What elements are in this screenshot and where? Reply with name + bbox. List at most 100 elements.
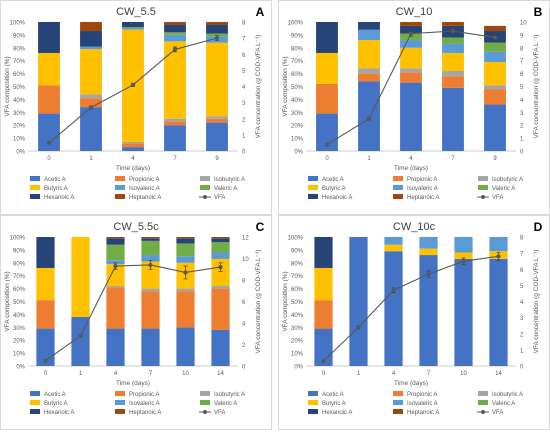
bar-segment-isovaleric-a (400, 40, 422, 48)
x-tick-label: 9 (493, 156, 497, 162)
y-tick-label: 20% (291, 339, 304, 345)
y-tick-label: 90% (291, 248, 304, 254)
legend-label: Heptanoic A (129, 410, 161, 416)
y-tick-label: 100% (288, 236, 304, 242)
y2-tick-label: 10 (242, 257, 249, 263)
bar-segment-isovaleric-a (164, 34, 186, 42)
y-tick-label: 10% (13, 137, 26, 143)
bar-segment-acetic-a (442, 87, 464, 151)
bar-segment-acetic-a (80, 107, 102, 151)
x-tick-label: 4 (392, 371, 396, 377)
legend-swatch-hexanoic-a (308, 409, 318, 414)
vfa-point (321, 359, 326, 364)
x-tick-label: 7 (173, 156, 177, 162)
bar-segment-acetic-a (211, 329, 230, 366)
bar-segment-isovaleric-a (384, 237, 403, 245)
bar-segment-isobutyric-a (80, 94, 102, 99)
legend: Acetic A Propionic A Isobutyric A Butyric A… (30, 391, 245, 416)
bar-segment-hexanoic-a (80, 31, 102, 47)
bar-segment-butyric-a (316, 52, 338, 84)
y2-tick-label: 3 (242, 101, 246, 107)
legend-label: Isobutyric A (492, 177, 523, 183)
vfa-point (130, 82, 136, 87)
bar-segment-butyric-a (80, 49, 102, 95)
bar-segment-butyric-a (484, 61, 506, 86)
chart-title: CW_5.5 (116, 6, 156, 18)
y2-tick-label: 6 (520, 72, 524, 78)
x-axis-title: Time (days) (116, 380, 150, 387)
legend-swatch-propionic-a (115, 176, 125, 181)
bar-segment-butyric-a (36, 267, 55, 301)
x-tick-label: 4 (131, 156, 135, 162)
bar-segment-valeric-a (400, 33, 422, 41)
bar-segment-isobutyric-a (484, 85, 506, 90)
y-tick-label: 0% (294, 150, 303, 156)
bar-segment-acetic-a (122, 147, 144, 151)
bar-segment-hexanoic-a (106, 238, 125, 245)
y2-tick-label: 5 (520, 284, 524, 290)
bar-segment-valeric-a (164, 32, 186, 35)
bar-segment-isobutyric-a (211, 286, 230, 289)
bar-segment-hexanoic-a (38, 22, 60, 53)
legend-label: Butyric A (44, 401, 68, 407)
bar-segment-hexanoic-a (36, 237, 55, 268)
vfa-point (43, 358, 48, 363)
legend-swatch-butyric-a (308, 400, 318, 405)
y2-tick-label: 3 (520, 111, 524, 117)
vfa-point (172, 47, 178, 52)
y-tick-label: 90% (291, 33, 304, 39)
bar-segment-hexanoic-a (141, 238, 160, 241)
bar-segment-propionic-a (38, 85, 60, 114)
bar-segment-valeric-a (122, 27, 144, 29)
y2-tick-label: 6 (242, 300, 246, 306)
chart-panel-d: CW_10c D 0% 10% 20% 30% 40% 50% 60% 70% 80% 90% 100%… (278, 215, 550, 430)
legend-label: Heptanoic A (407, 195, 439, 201)
legend-swatch-heptanoic-a (393, 409, 403, 414)
bar-segment-heptanoic-a (211, 237, 230, 239)
panel-letter: C (256, 220, 265, 234)
y2-tick-label: 4 (242, 85, 246, 91)
bar-segment-acetic-a (71, 316, 90, 366)
y-tick-label: 30% (291, 326, 304, 332)
y-tick-label: 80% (291, 261, 304, 267)
bar-segment-heptanoic-a (141, 237, 160, 239)
y-tick-label: 70% (291, 274, 304, 280)
legend-label: Propionic A (407, 177, 437, 183)
x-tick-label: 7 (149, 371, 153, 377)
y2-tick-label: 2 (242, 117, 246, 123)
x-tick-label: 0 (47, 156, 51, 162)
y2-tick-label: 10 (520, 21, 527, 27)
legend-label: Heptanoic A (129, 195, 161, 201)
y2-tick-label: 2 (520, 124, 524, 130)
legend-swatch-isovaleric-a (115, 185, 125, 190)
bar-segment-butyric-a (442, 52, 464, 72)
y-tick-label: 80% (13, 261, 26, 267)
x-tick-label: 1 (367, 156, 371, 162)
bar-segment-isovaleric-a (141, 255, 160, 262)
legend-marker-vfa (203, 410, 207, 414)
bar-segment-butyric-a (314, 267, 333, 301)
y-tick-label: 80% (291, 46, 304, 52)
y-tick-label: 80% (13, 46, 26, 52)
vfa-line (45, 264, 221, 362)
legend-label: Heptanoic A (407, 410, 439, 416)
bar-segment-heptanoic-a (164, 22, 186, 25)
y2-tick-label: 0 (520, 365, 524, 371)
y-tick-label: 70% (13, 59, 26, 65)
bar-segment-hexanoic-a (122, 22, 144, 28)
vfa-point (408, 31, 414, 36)
bar-segment-propionic-a (80, 98, 102, 108)
legend-swatch-valeric-a (200, 400, 210, 405)
bar-segment-acetic-a (164, 125, 186, 151)
bar-segment-acetic-a (358, 81, 380, 151)
y-tick-label: 50% (291, 300, 304, 306)
bar-segment-propionic-a (484, 89, 506, 105)
bar-segment-valeric-a (106, 244, 125, 261)
x-axis-title: Time (days) (394, 165, 428, 172)
y-tick-label: 100% (10, 236, 26, 242)
legend-label: Valeric A (214, 186, 237, 192)
x-tick-label: 4 (409, 156, 413, 162)
bar-segment-isovaleric-a (211, 252, 230, 259)
vfa-point (356, 325, 361, 330)
